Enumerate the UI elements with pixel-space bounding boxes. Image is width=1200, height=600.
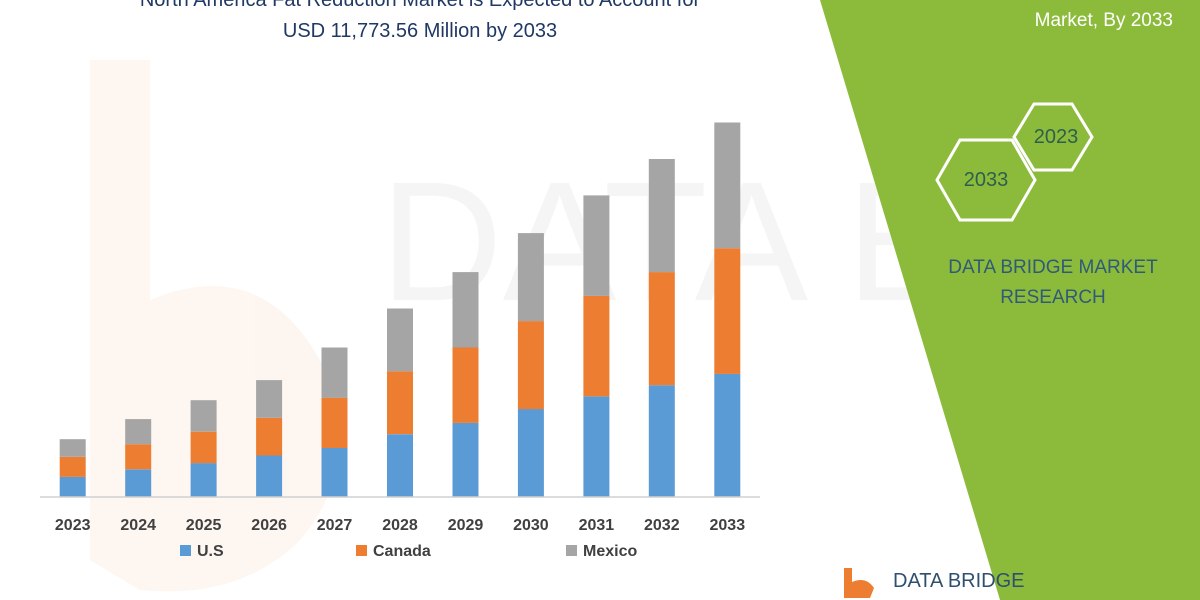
x-tick-label-2024: 2024 bbox=[120, 517, 156, 534]
bar-group bbox=[59, 122, 741, 497]
bar-u-s-2033 bbox=[714, 373, 741, 497]
bar-mexico-2026 bbox=[256, 380, 283, 418]
bar-u-s-2030 bbox=[517, 409, 544, 497]
x-tick-label-2029: 2029 bbox=[448, 517, 484, 534]
x-tick-label-2025: 2025 bbox=[186, 517, 222, 534]
bar-mexico-2023 bbox=[59, 439, 86, 457]
bar-mexico-2024 bbox=[125, 419, 152, 445]
bar-mexico-2032 bbox=[648, 159, 675, 273]
bar-u-s-2025 bbox=[190, 463, 217, 497]
bar-mexico-2030 bbox=[517, 233, 544, 322]
hexagon-2033 bbox=[935, 138, 1037, 222]
x-tick-label-2030: 2030 bbox=[513, 517, 549, 534]
chart-title-line-2: USD 11,773.56 Million by 2033 bbox=[282, 20, 558, 42]
watermark-logo-shape bbox=[90, 60, 340, 592]
legend-label-u-s: U.S bbox=[197, 543, 224, 560]
hexagon-2033-label: 2033 bbox=[963, 169, 1009, 191]
bar-u-s-2023 bbox=[59, 476, 86, 497]
x-tick-label-2033: 2033 bbox=[710, 517, 746, 534]
chart-title-line-1: North America Fat Reduction Market is Ex… bbox=[139, 0, 701, 11]
bar-mexico-2033 bbox=[714, 122, 741, 249]
bar-u-s-2029 bbox=[452, 422, 479, 497]
bar-u-s-2032 bbox=[648, 385, 675, 497]
brand-name-line-2: RESEARCH bbox=[1000, 287, 1106, 308]
bar-canada-2024 bbox=[125, 444, 152, 470]
x-tick-labels: 2023 2024 2025 2026 2027 2028 2029 2030 2031 2032… bbox=[55, 517, 745, 534]
bar-mexico-2027 bbox=[321, 347, 348, 398]
legend-label-mexico: Mexico bbox=[583, 543, 637, 560]
legend-swatch-mexico bbox=[566, 545, 577, 556]
hexagon-2023-label: 2023 bbox=[1033, 126, 1079, 148]
x-tick-label-2028: 2028 bbox=[382, 517, 418, 534]
bar-mexico-2028 bbox=[387, 308, 413, 372]
x-tick-label-2027: 2027 bbox=[317, 517, 353, 534]
bar-canada-2031 bbox=[583, 295, 610, 397]
footer-logo-text: DATA BRIDGE bbox=[893, 570, 1025, 592]
bar-mexico-2025 bbox=[190, 400, 217, 432]
bar-mexico-2029 bbox=[452, 272, 479, 348]
brand-name-line-1: DATA BRIDGE MARKET bbox=[948, 257, 1158, 278]
bar-canada-2028 bbox=[387, 371, 413, 435]
legend-swatch-canada bbox=[356, 545, 367, 556]
bar-canada-2023 bbox=[59, 456, 86, 477]
legend-label-canada: Canada bbox=[373, 543, 431, 560]
bar-canada-2029 bbox=[452, 347, 479, 423]
bar-canada-2026 bbox=[256, 417, 283, 456]
footer-logo-icon bbox=[844, 568, 874, 598]
side-panel-title: Market, By 2033 bbox=[1034, 10, 1173, 31]
x-tick-label-2031: 2031 bbox=[579, 517, 615, 534]
side-panel-background bbox=[820, 0, 1200, 600]
legend-swatch-u-s bbox=[180, 545, 191, 556]
bar-canada-2025 bbox=[190, 431, 217, 464]
hexagon-2023 bbox=[1012, 102, 1094, 172]
bar-mexico-2031 bbox=[583, 195, 610, 296]
x-tick-label-2026: 2026 bbox=[251, 517, 287, 534]
bar-u-s-2024 bbox=[125, 469, 152, 497]
bar-canada-2027 bbox=[321, 397, 348, 448]
bar-canada-2033 bbox=[714, 248, 741, 374]
bar-u-s-2026 bbox=[256, 455, 283, 497]
legend: U.S Canada Mexico bbox=[180, 543, 637, 560]
bar-u-s-2027 bbox=[321, 448, 348, 497]
bar-canada-2030 bbox=[517, 321, 544, 410]
bar-u-s-2028 bbox=[387, 434, 413, 497]
bar-u-s-2031 bbox=[583, 396, 610, 497]
x-tick-label-2032: 2032 bbox=[644, 517, 680, 534]
bar-canada-2032 bbox=[648, 272, 675, 386]
x-tick-label-2023: 2023 bbox=[55, 517, 91, 534]
